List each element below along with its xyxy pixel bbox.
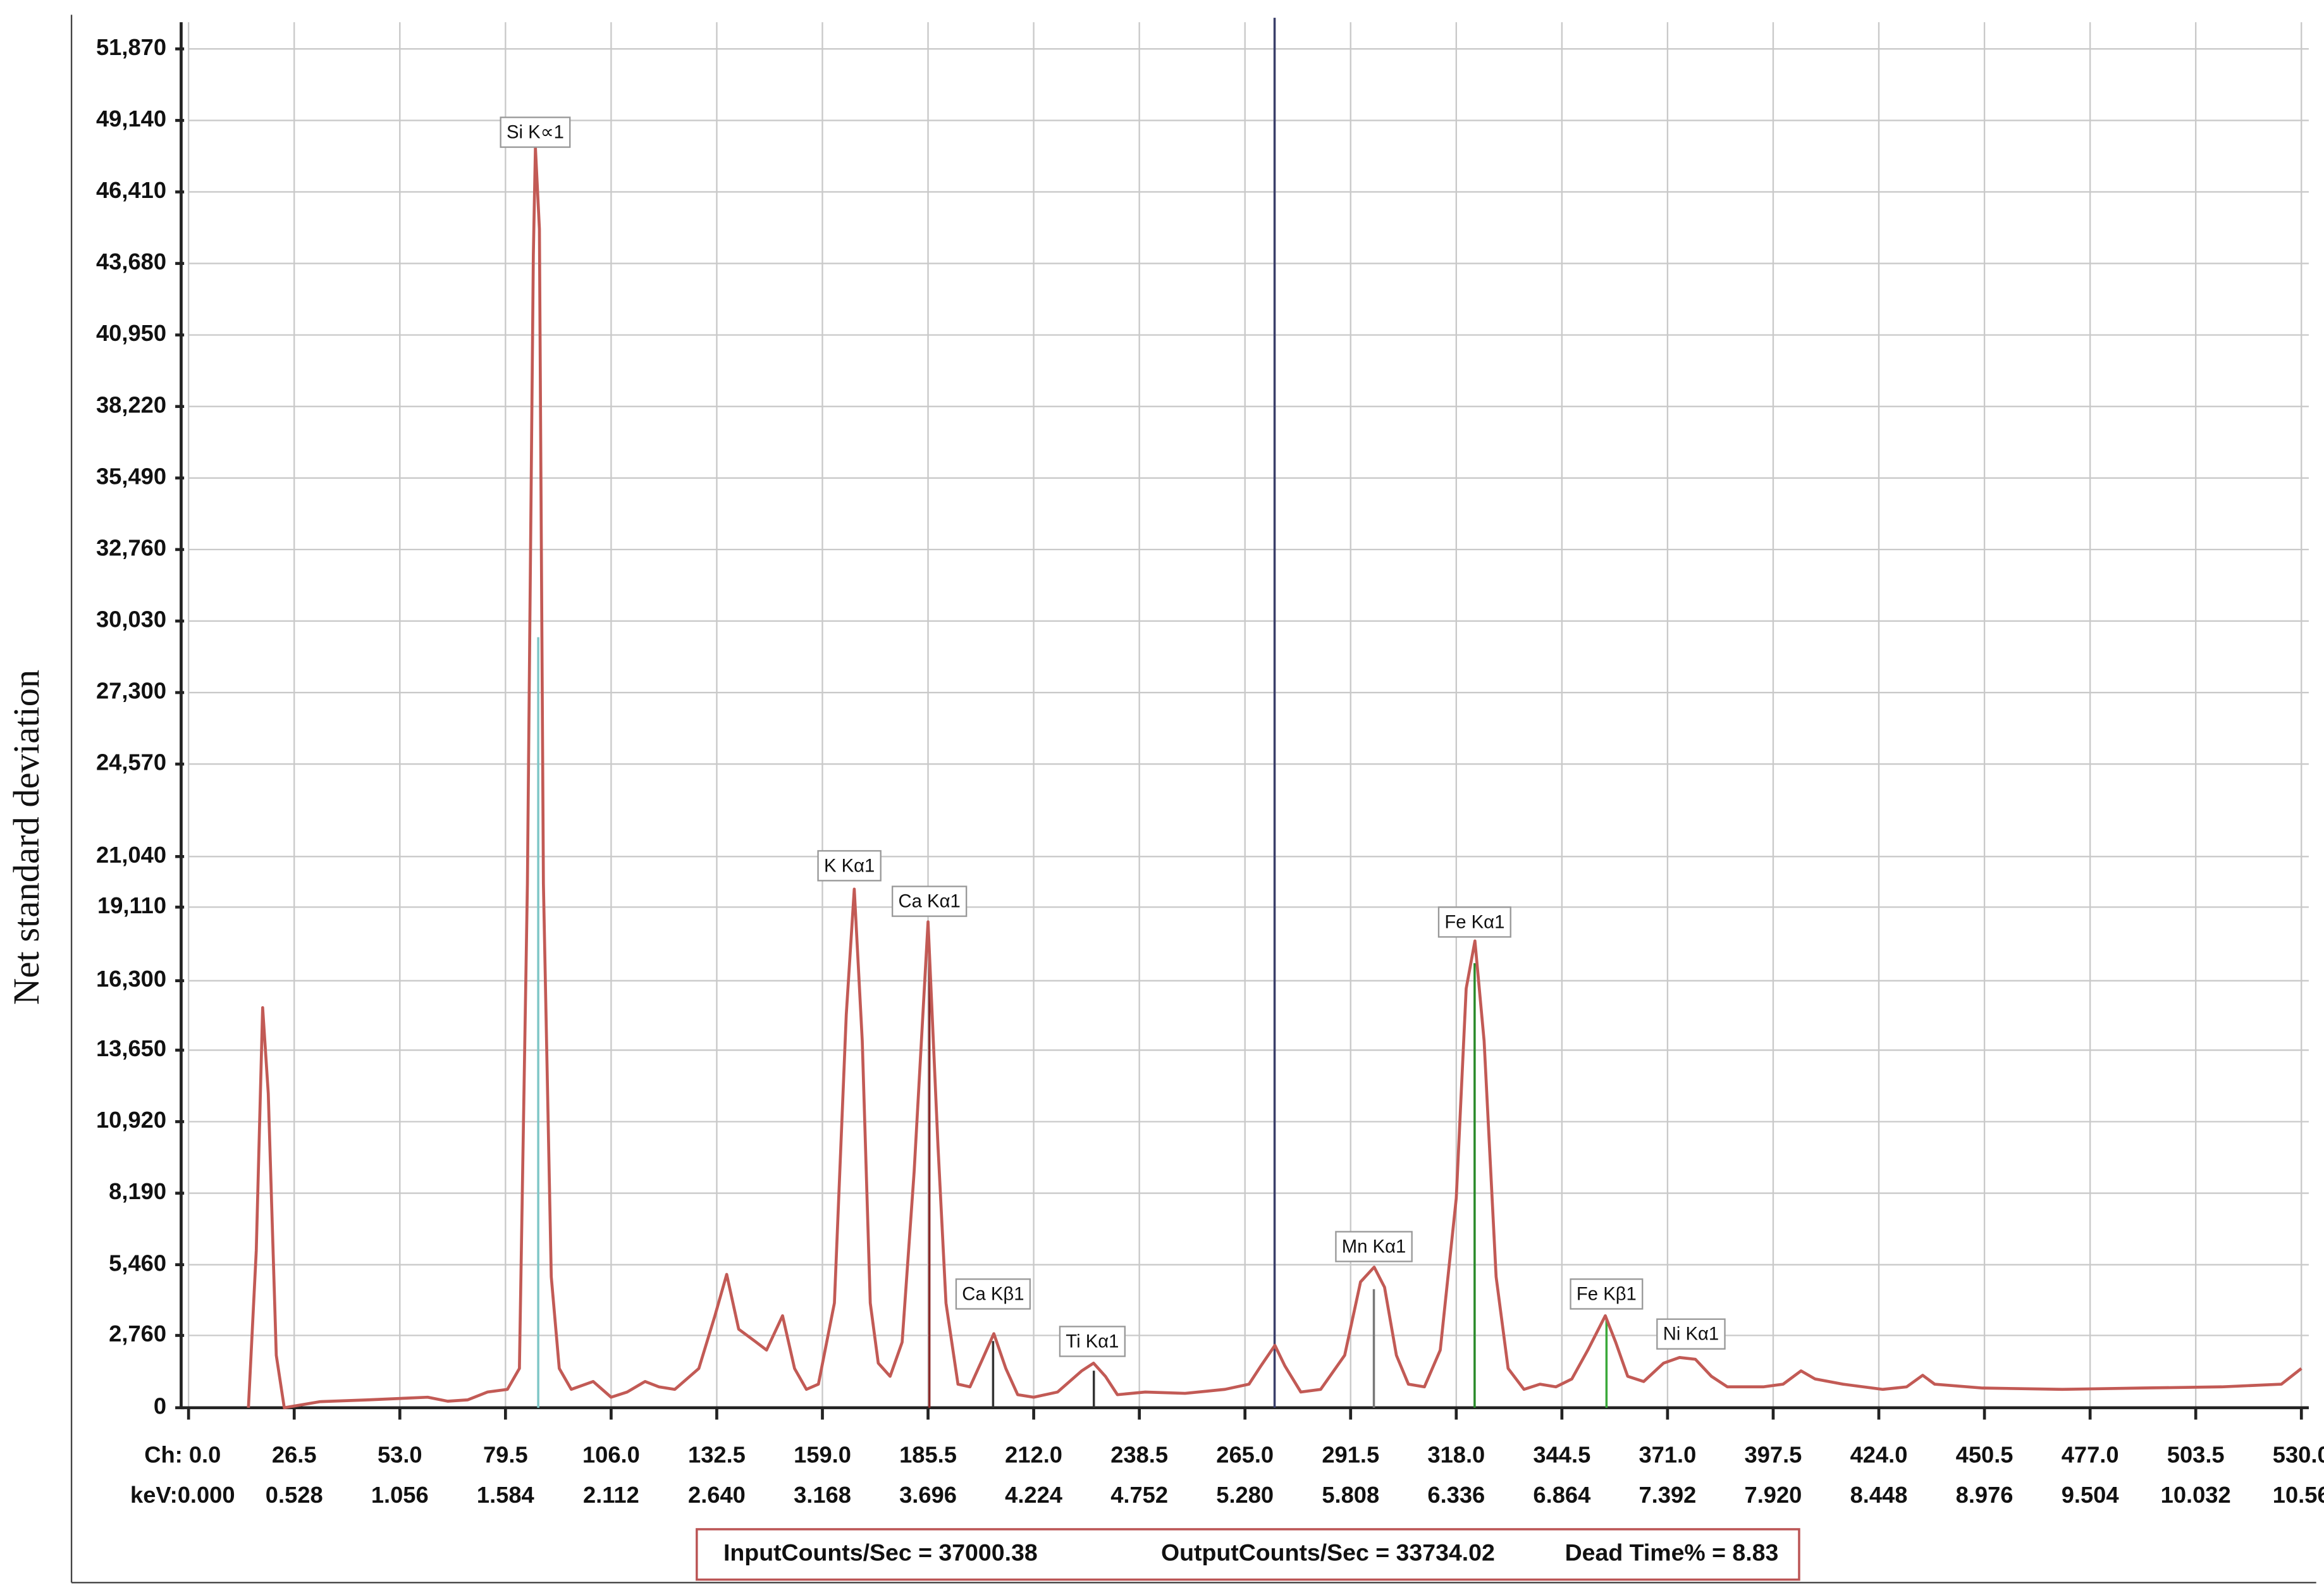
x-tick-label: 450.5 bbox=[1956, 1442, 2014, 1468]
y-tick-label: 43,680 bbox=[96, 249, 166, 274]
y-tick-label: 51,870 bbox=[96, 34, 166, 60]
peak-label-box bbox=[1656, 1318, 1726, 1350]
x2-tick-label: 5.808 bbox=[1322, 1482, 1379, 1508]
y-tick-label: 30,030 bbox=[96, 607, 166, 632]
x2-tick-label: 2.640 bbox=[688, 1482, 746, 1508]
x2-tick-label: 9.504 bbox=[2062, 1482, 2119, 1508]
footer-text: Dead Time% = 8.83 bbox=[1565, 1539, 1779, 1566]
x-tick-label: 424.0 bbox=[1850, 1442, 1908, 1468]
x2-tick-label: 2.112 bbox=[583, 1482, 639, 1508]
x2-tick-label: 7.920 bbox=[1745, 1482, 1802, 1508]
x2-tick-label: 8.448 bbox=[1850, 1482, 1908, 1508]
peak-label: Ca Kβ1 bbox=[962, 1283, 1024, 1304]
y-tick-label: 2,760 bbox=[109, 1321, 166, 1347]
x-tick-label: 53.0 bbox=[378, 1442, 422, 1468]
peak-label-box bbox=[1437, 906, 1511, 938]
x-tick-label: 238.5 bbox=[1110, 1442, 1168, 1468]
footer-text: InputCounts/Sec = 37000.38 bbox=[723, 1539, 1038, 1566]
y-tick-label: 10,920 bbox=[96, 1107, 166, 1133]
x-tick-label: 318.0 bbox=[1427, 1442, 1485, 1468]
x2-tick-label: 6.336 bbox=[1427, 1482, 1485, 1508]
y-tick-label: 40,950 bbox=[96, 320, 166, 346]
x2-tick-label: 1.056 bbox=[371, 1482, 429, 1508]
x2-tick-label: 10.56 bbox=[2273, 1482, 2324, 1508]
spectrum-line bbox=[247, 146, 2302, 1410]
y-tick-label: 24,570 bbox=[96, 749, 166, 775]
x-tick-label: 106.0 bbox=[582, 1442, 640, 1468]
x2-tick-label: keV:0.000 bbox=[130, 1482, 235, 1508]
x2-tick-label: 1.584 bbox=[477, 1482, 534, 1508]
y-tick-label: 49,140 bbox=[96, 106, 166, 132]
peak-label-box bbox=[1570, 1278, 1644, 1310]
peak-label: K Kα1 bbox=[824, 855, 875, 876]
peak-label-box bbox=[891, 885, 968, 917]
y-tick-label: 21,040 bbox=[96, 842, 166, 868]
y-tick-label: 46,410 bbox=[96, 177, 166, 203]
y-tick-label: 19,110 bbox=[97, 892, 166, 918]
x2-tick-label: 4.752 bbox=[1110, 1482, 1168, 1508]
y-tick-label: 35,490 bbox=[96, 463, 166, 489]
peak-label: Ti Kα1 bbox=[1066, 1331, 1119, 1352]
x-tick-label: Ch: 0.0 bbox=[144, 1442, 221, 1468]
peak-label: Fe Kα1 bbox=[1444, 911, 1504, 932]
x2-tick-label: 3.168 bbox=[794, 1482, 851, 1508]
y-tick-label: 32,760 bbox=[96, 534, 166, 560]
y-tick-label: 8,190 bbox=[109, 1178, 166, 1204]
y-tick-label: 16,300 bbox=[96, 966, 166, 992]
peak-label-box bbox=[1059, 1326, 1126, 1357]
x-tick-label: 397.5 bbox=[1745, 1442, 1802, 1468]
y-tick-label: 5,460 bbox=[109, 1250, 166, 1276]
y-tick-label: 27,300 bbox=[96, 678, 166, 704]
x2-tick-label: 5.280 bbox=[1216, 1482, 1274, 1508]
x-tick-label: 79.5 bbox=[483, 1442, 528, 1468]
y-axis-label: Net standard deviation bbox=[6, 670, 47, 1005]
x-tick-label: 159.0 bbox=[794, 1442, 851, 1468]
x-tick-label: 212.0 bbox=[1005, 1442, 1062, 1468]
x-tick-label: 371.0 bbox=[1638, 1442, 1696, 1468]
x2-tick-label: 4.224 bbox=[1005, 1482, 1062, 1508]
y-tick-label: 0 bbox=[154, 1393, 166, 1419]
y-tick-label: 38,220 bbox=[96, 391, 166, 417]
x-tick-label: 503.5 bbox=[2167, 1442, 2225, 1468]
peak-label-box bbox=[1335, 1231, 1413, 1262]
footer-box bbox=[696, 1528, 1800, 1581]
peak-label-box bbox=[955, 1278, 1031, 1310]
peak-label: Si K∝1 bbox=[507, 122, 564, 143]
x2-tick-label: 3.696 bbox=[899, 1482, 957, 1508]
x-tick-label: 291.5 bbox=[1322, 1442, 1379, 1468]
x-tick-label: 265.0 bbox=[1216, 1442, 1274, 1468]
peak-label: Ni Kα1 bbox=[1663, 1324, 1719, 1345]
x-tick-label: 132.5 bbox=[688, 1442, 746, 1468]
x-tick-label: 530.0 bbox=[2273, 1442, 2324, 1468]
peak-label-box bbox=[500, 116, 571, 148]
x-tick-label: 477.0 bbox=[2062, 1442, 2119, 1468]
x2-tick-label: 0.528 bbox=[266, 1482, 323, 1508]
x-tick-label: 185.5 bbox=[899, 1442, 957, 1468]
peak-label: Fe Kβ1 bbox=[1577, 1283, 1637, 1304]
y-tick-label: 13,650 bbox=[96, 1035, 166, 1061]
footer-text: OutputCounts/Sec = 33734.02 bbox=[1161, 1539, 1495, 1566]
x-tick-label: 26.5 bbox=[272, 1442, 317, 1468]
x2-tick-label: 10.032 bbox=[2161, 1482, 2231, 1508]
peak-label: Mn Kα1 bbox=[1342, 1236, 1406, 1257]
x2-tick-label: 7.392 bbox=[1638, 1482, 1696, 1508]
x2-tick-label: 8.976 bbox=[1956, 1482, 2014, 1508]
peak-label: Ca Kα1 bbox=[899, 891, 961, 912]
x2-tick-label: 6.864 bbox=[1533, 1482, 1590, 1508]
x-tick-label: 344.5 bbox=[1533, 1442, 1590, 1468]
peak-label-box bbox=[817, 850, 882, 882]
